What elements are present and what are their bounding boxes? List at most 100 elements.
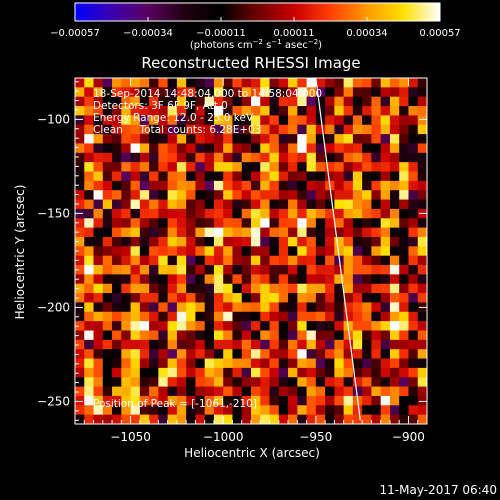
- heatmap-cell: [380, 124, 391, 135]
- heatmap-cell: [371, 311, 382, 322]
- heatmap-cell: [130, 339, 141, 350]
- heatmap-cell: [260, 302, 270, 313]
- heatmap-cell: [325, 87, 335, 98]
- heatmap-cell: [167, 283, 178, 294]
- heatmap-cell: [158, 171, 169, 182]
- heatmap-cell: [176, 152, 187, 163]
- heatmap-cell: [204, 311, 215, 322]
- heatmap-cell: [380, 358, 391, 369]
- heatmap-cell: [334, 358, 345, 369]
- heatmap-cell: [260, 283, 270, 294]
- heatmap-cell: [371, 293, 382, 303]
- heatmap-cell: [75, 115, 85, 126]
- heatmap-cell: [158, 386, 169, 397]
- heatmap-cell: [362, 115, 372, 126]
- heatmap-cell: [241, 115, 252, 126]
- heatmap-cell: [223, 115, 233, 126]
- heatmap-cell: [343, 255, 354, 266]
- heatmap-cell: [399, 339, 409, 350]
- heatmap-cell: [371, 227, 382, 238]
- heatmap-cell: [343, 106, 354, 116]
- y-tick-label: −150: [37, 206, 70, 220]
- heatmap-cell: [297, 162, 307, 172]
- heatmap-cell: [213, 293, 224, 303]
- footer-timestamp: 11-May-2017 06:40: [380, 483, 497, 497]
- heatmap-cell: [121, 124, 131, 135]
- heatmap-cell: [204, 162, 215, 172]
- heatmap-cell: [84, 302, 94, 313]
- heatmap-cell: [186, 274, 196, 285]
- heatmap-cell: [93, 152, 104, 163]
- heatmap-cell: [93, 96, 104, 107]
- heatmap-cell: [204, 87, 215, 98]
- heatmap-cell: [223, 414, 233, 424]
- heatmap-cell: [186, 293, 196, 303]
- heatmap-cell: [186, 180, 196, 191]
- heatmap-cell: [251, 106, 261, 116]
- heatmap-cell: [352, 180, 363, 191]
- heatmap-cell: [389, 386, 400, 397]
- heatmap-cell: [343, 405, 354, 416]
- heatmap-cell: [278, 395, 289, 406]
- heatmap-cell: [84, 386, 94, 397]
- heatmap-cell: [306, 293, 317, 303]
- heatmap-cell: [269, 171, 280, 182]
- heatmap-cell: [334, 265, 345, 275]
- heatmap-cell: [389, 339, 400, 350]
- heatmap-cell: [343, 302, 354, 313]
- heatmap-cell: [315, 96, 326, 107]
- heatmap-cell: [112, 218, 122, 229]
- heatmap-cell: [297, 358, 307, 369]
- heatmap-cell: [75, 143, 85, 154]
- heatmap-cell: [352, 339, 363, 350]
- heatmap-cell: [84, 311, 94, 322]
- heatmap-cell: [315, 386, 326, 397]
- heatmap-cell: [334, 302, 345, 313]
- heatmap-cell: [362, 171, 372, 182]
- heatmap-cell: [121, 330, 131, 341]
- heatmap-cell: [130, 358, 141, 369]
- heatmap-cell: [176, 367, 187, 378]
- heatmap-cell: [223, 339, 233, 350]
- heatmap-cell: [93, 143, 104, 154]
- heatmap-cell: [176, 218, 187, 229]
- heatmap-cell: [325, 367, 335, 378]
- heatmap-cell: [149, 106, 159, 116]
- heatmap-cell: [75, 321, 85, 331]
- heatmap-cell: [315, 115, 326, 126]
- heatmap-cell: [139, 124, 150, 135]
- heatmap-cell: [102, 386, 113, 397]
- heatmap-cell: [102, 414, 113, 424]
- heatmap-cell: [112, 124, 122, 135]
- y-tick-label: −200: [37, 300, 70, 314]
- heatmap-cell: [260, 311, 270, 322]
- heatmap-cell: [102, 162, 113, 172]
- heatmap-cell: [93, 330, 104, 341]
- heatmap-cell: [176, 199, 187, 210]
- heatmap-cell: [75, 199, 85, 210]
- heatmap-cell: [315, 283, 326, 294]
- heatmap-cell: [186, 134, 196, 144]
- heatmap-cell: [112, 162, 122, 172]
- heatmap-cell: [223, 283, 233, 294]
- heatmap-cell: [408, 302, 419, 313]
- heatmap-cell: [399, 405, 409, 416]
- heatmap-cell: [158, 190, 169, 200]
- heatmap-cell: [315, 124, 326, 135]
- annotation-time-range: 18-Sep-2014 14:48:04.000 to 14:58:04.000: [93, 88, 322, 100]
- heatmap-cell: [315, 246, 326, 257]
- heatmap-cell: [213, 190, 224, 200]
- heatmap-cell: [288, 395, 298, 406]
- heatmap-cell: [158, 395, 169, 406]
- heatmap-cell: [223, 367, 233, 378]
- heatmap-cell: [186, 265, 196, 275]
- heatmap-cell: [139, 199, 150, 210]
- heatmap-cell: [121, 227, 131, 238]
- heatmap-cell: [325, 171, 335, 182]
- heatmap-cell: [380, 115, 391, 126]
- x-tick-label: −900: [392, 430, 425, 444]
- heatmap-cell: [75, 330, 85, 341]
- heatmap-cell: [195, 218, 206, 229]
- heatmap-cell: [417, 87, 427, 98]
- heatmap-cell: [288, 339, 298, 350]
